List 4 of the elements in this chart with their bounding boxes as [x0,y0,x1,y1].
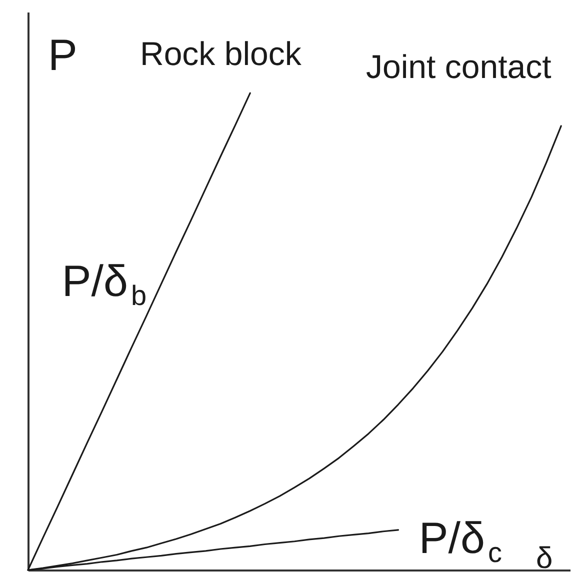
series-label: Joint contact [366,48,552,85]
series-label: Rock block [140,35,302,72]
x-axis-title: δ [536,542,553,574]
y-axis-title: P [48,31,78,80]
